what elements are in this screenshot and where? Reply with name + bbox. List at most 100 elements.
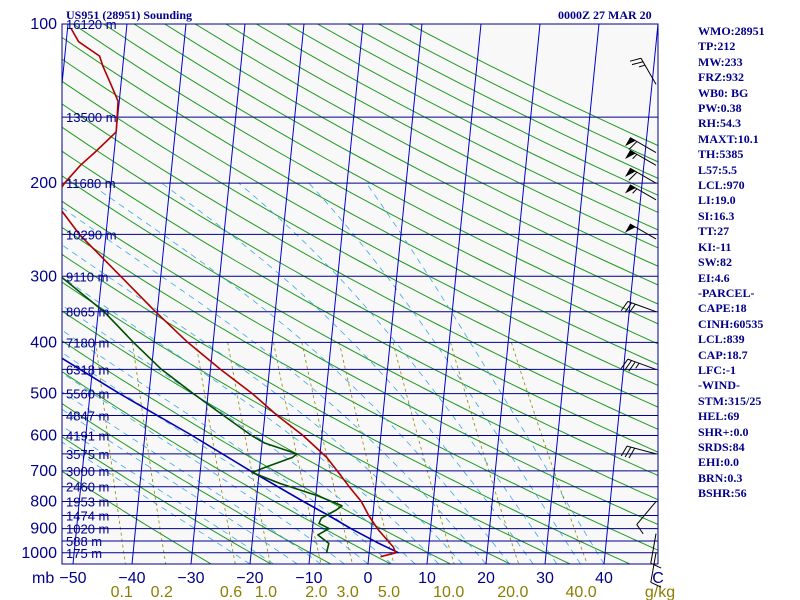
isotherm (190, 24, 246, 564)
temperature-tick-label: 10 (418, 570, 436, 587)
height-label: 1953 m (66, 495, 109, 510)
wind-barb (625, 223, 657, 240)
mixing-ratio-line (273, 342, 322, 564)
index-line: MW:233 (698, 54, 743, 69)
temperature-tick-label: −10 (295, 570, 322, 587)
index-line: SHR+:0.0 (698, 424, 749, 439)
wind-barb-staff (650, 552, 657, 583)
dry-adiabat (194, 24, 658, 267)
mixing-ratio-line (338, 342, 395, 564)
moist-adiabat (62, 276, 440, 564)
isotherm (485, 24, 541, 564)
temperature-tick-label: 20 (477, 570, 495, 587)
index-line: CINH:60535 (698, 316, 764, 331)
index-line: HEL:69 (698, 409, 740, 424)
isotherm (131, 24, 187, 564)
isotherm (367, 24, 423, 564)
wind-barb-pennant (625, 168, 636, 177)
wind-barb-full (628, 141, 638, 150)
pressure-tick-label: 400 (30, 334, 57, 351)
index-line: CAPE:18 (698, 301, 747, 316)
index-line: WMO:28951 (698, 24, 765, 38)
temperature-tick-label: −30 (177, 570, 204, 587)
height-label: 11680 m (66, 176, 116, 191)
height-label: 9110 m (66, 269, 108, 284)
mixing-ratio-label: 1.0 (255, 584, 277, 600)
wind-barb (629, 57, 657, 85)
pressure-tick-label: 800 (30, 494, 57, 511)
index-line: L57:5.5 (698, 162, 737, 177)
wind-barb-staff (650, 533, 657, 564)
pressure-tick-label: 300 (30, 268, 57, 285)
isotherm (308, 24, 364, 564)
dry-adiabat (62, 126, 658, 453)
pressure-tick-label: 200 (30, 175, 57, 192)
mixing-ratio-label: 20.0 (497, 584, 528, 600)
wind-barb-pennant (625, 184, 636, 194)
index-line: SW:82 (698, 255, 733, 270)
height-label: 13500 m (66, 110, 117, 125)
mixing-ratio-label: 0.2 (151, 584, 173, 600)
mixing-ratio-label: 0.1 (111, 584, 133, 600)
wind-barb (620, 300, 657, 314)
isotherm (426, 24, 482, 564)
isotherm (603, 24, 658, 564)
dry-adiabat (62, 36, 658, 365)
moist-adiabat (62, 329, 392, 564)
temperature-trace (62, 28, 397, 558)
pressure-tick-label: 600 (30, 427, 57, 444)
wind-barb-full (628, 303, 636, 314)
wind-barb-full (650, 562, 662, 569)
height-label: 3575 m (66, 447, 109, 462)
moist-adiabat (308, 182, 581, 564)
dry-adiabat (62, 150, 658, 477)
wind-barb-half (638, 64, 646, 68)
dry-adiabat (62, 103, 658, 430)
wind-barb-full (650, 581, 662, 588)
index-line: BRN:0.3 (698, 470, 743, 485)
dry-adiabat (62, 253, 631, 564)
wind-barb-staff (636, 501, 657, 525)
index-line: EI:4.6 (698, 270, 730, 285)
index-line: LI:19.0 (698, 193, 736, 208)
isotherm (249, 24, 305, 564)
index-line: STM:315/25 (698, 393, 762, 408)
index-line: RH:54.3 (698, 116, 741, 131)
index-line: FRZ:932 (698, 70, 744, 85)
mixing-ratio-line (450, 342, 520, 564)
index-line: CAP:18.7 (698, 347, 748, 362)
height-label: 4191 m (66, 428, 109, 443)
wind-barb-full (631, 61, 644, 66)
isotherm (62, 24, 69, 85)
index-line: TH:5385 (698, 147, 744, 162)
height-label: 1474 m (66, 508, 109, 523)
dry-adiabat (103, 24, 658, 325)
temperature-tick-label: 30 (536, 570, 554, 587)
height-label: 175 m (66, 546, 102, 561)
wind-barb-pennant (625, 137, 636, 147)
wind-barb (620, 358, 657, 372)
wind-barb-pennant (625, 150, 636, 159)
temperature-tick-label: −50 (59, 570, 86, 587)
mixing-ratio-label: 5.0 (378, 584, 400, 600)
dry-adiabat (62, 226, 658, 551)
dry-adiabat (225, 24, 658, 249)
wind-barb-half (635, 362, 640, 369)
mixing-ratio-line (132, 342, 167, 564)
wind-barb-full (628, 171, 638, 181)
wind-barb (650, 533, 662, 569)
height-label: 4847 m (66, 409, 109, 424)
wind-barb (620, 445, 657, 459)
temperature-tick-label: 0 (364, 570, 373, 587)
moist-adiabat (238, 182, 558, 564)
temperature-tick-label: −20 (236, 570, 263, 587)
height-label: 10290 m (66, 227, 117, 242)
index-line: PW:0.38 (698, 101, 742, 116)
wind-barb-full (629, 57, 642, 62)
index-line: LCL:970 (698, 178, 745, 193)
temperature-tick-label: 40 (595, 570, 613, 587)
profile-layer (62, 28, 399, 558)
mixing-ratio-line (227, 342, 271, 564)
wind-barb-full (620, 445, 628, 457)
